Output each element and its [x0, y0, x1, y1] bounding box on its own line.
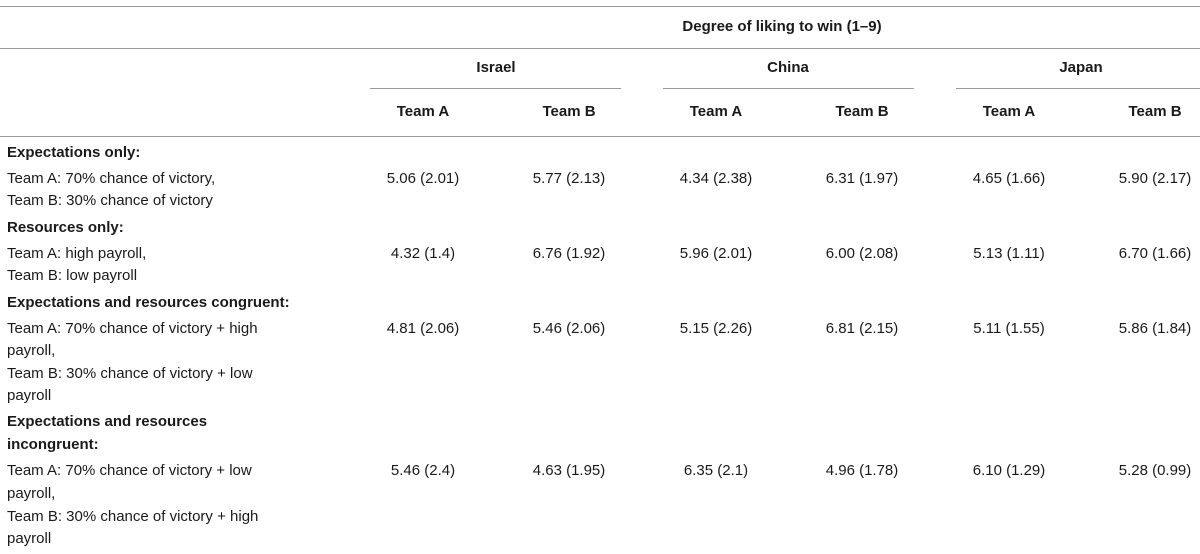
section-heading: Expectations only: — [7, 144, 141, 161]
israel-rule — [370, 88, 621, 89]
condition-description: Team A: 70% chance of victory + low — [7, 462, 252, 479]
condition-description: Team A: 70% chance of victory, — [7, 170, 216, 187]
value-cell: 5.77 (2.13) — [532, 170, 606, 187]
condition-description: Team B: low payroll — [7, 267, 138, 284]
value-cell: 5.15 (2.26) — [679, 320, 753, 337]
section-heading: Expectations and resources — [7, 413, 208, 430]
value-cell: 4.34 (2.38) — [679, 170, 753, 187]
value-cell: 5.90 (2.17) — [1118, 170, 1192, 187]
header-rule — [0, 136, 1200, 137]
value-cell: 4.96 (1.78) — [825, 462, 899, 479]
condition-description: Team A: high payroll, — [7, 245, 147, 262]
value-cell: 6.10 (1.29) — [972, 462, 1046, 479]
value-cell: 5.11 (1.55) — [973, 320, 1045, 337]
condition-description: Team B: 30% chance of victory — [7, 192, 213, 209]
value-cell: 6.81 (2.15) — [825, 320, 899, 337]
china-rule — [663, 88, 914, 89]
value-cell: 6.31 (1.97) — [825, 170, 899, 187]
value-cell: 5.96 (2.01) — [679, 245, 753, 262]
value-cell: 4.32 (1.4) — [390, 245, 456, 262]
value-cell: 5.86 (1.84) — [1118, 320, 1192, 337]
value-cell: 4.63 (1.95) — [532, 462, 606, 479]
value-cell: 4.81 (2.06) — [386, 320, 460, 337]
value-cell: 6.00 (2.08) — [825, 245, 899, 262]
spanner-rule — [0, 48, 1200, 49]
value-cell: 5.13 (1.11) — [973, 245, 1045, 262]
condition-description: Team B: 30% chance of victory + low — [7, 365, 253, 382]
country-header-japan: Japan — [1059, 59, 1103, 76]
team-header: Team A — [689, 103, 743, 120]
value-cell: 5.46 (2.06) — [532, 320, 606, 337]
condition-description: Team A: 70% chance of victory + high — [7, 320, 258, 337]
spanner-header: Degree of liking to win (1–9) — [682, 18, 882, 35]
condition-description: payroll — [7, 387, 52, 404]
country-header-china: China — [767, 59, 809, 76]
condition-description: payroll, — [7, 342, 56, 359]
value-cell: 6.70 (1.66) — [1118, 245, 1192, 262]
condition-description: payroll, — [7, 485, 56, 502]
section-heading: Expectations and resources congruent: — [7, 294, 290, 311]
condition-description: Team B: 30% chance of victory + high — [7, 508, 259, 525]
team-header: Team B — [1128, 103, 1182, 120]
team-header: Team B — [542, 103, 596, 120]
team-header: Team B — [835, 103, 889, 120]
value-cell: 4.65 (1.66) — [972, 170, 1046, 187]
section-heading: Resources only: — [7, 219, 124, 236]
country-header-israel: Israel — [476, 59, 516, 76]
section-heading: incongruent: — [7, 436, 99, 453]
top-rule — [0, 6, 1200, 7]
value-cell: 5.28 (0.99) — [1118, 462, 1192, 479]
value-cell: 6.76 (1.92) — [532, 245, 606, 262]
condition-description: payroll — [7, 530, 52, 547]
team-header: Team A — [982, 103, 1036, 120]
japan-rule — [956, 88, 1200, 89]
value-cell: 5.06 (2.01) — [386, 170, 460, 187]
value-cell: 5.46 (2.4) — [390, 462, 456, 479]
team-header: Team A — [396, 103, 450, 120]
value-cell: 6.35 (2.1) — [683, 462, 749, 479]
